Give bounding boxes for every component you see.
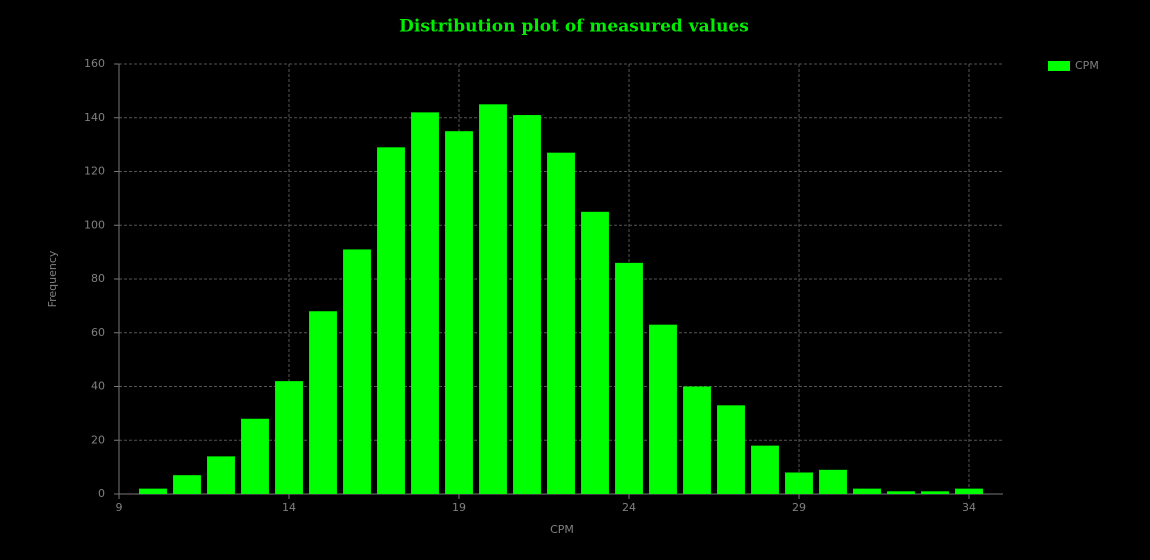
bar	[921, 491, 949, 494]
bar	[853, 488, 881, 494]
y-tick-label: 140	[84, 111, 105, 124]
y-tick-label: 80	[91, 272, 105, 285]
bar	[887, 491, 915, 494]
bar	[309, 311, 337, 494]
x-tick-label: 29	[792, 501, 806, 514]
bar	[819, 469, 847, 494]
y-tick-label: 160	[84, 57, 105, 70]
y-tick-label: 40	[91, 380, 105, 393]
bar	[207, 456, 235, 494]
x-tick-label: 14	[282, 501, 296, 514]
bar	[411, 112, 439, 494]
x-tick-label: 24	[622, 501, 636, 514]
bar	[717, 405, 745, 494]
y-tick-label: 60	[91, 326, 105, 339]
bar	[241, 418, 269, 494]
legend-swatch	[1048, 61, 1070, 71]
bar	[377, 147, 405, 494]
x-tick-label: 19	[452, 501, 466, 514]
bar	[343, 249, 371, 494]
bar	[751, 445, 779, 494]
x-tick-label: 34	[962, 501, 976, 514]
x-axis-label: CPM	[550, 523, 574, 536]
bar	[173, 475, 201, 494]
bar	[547, 152, 575, 494]
chart-title: Distribution plot of measured values	[399, 17, 749, 37]
bar	[445, 131, 473, 494]
y-tick-label: 100	[84, 218, 105, 231]
y-tick-label: 120	[84, 165, 105, 178]
y-tick-label: 20	[91, 433, 105, 446]
bar	[513, 115, 541, 494]
bar	[649, 324, 677, 494]
bar	[615, 262, 643, 494]
bar	[785, 472, 813, 494]
bar	[955, 488, 983, 494]
bar	[581, 211, 609, 494]
bar	[479, 104, 507, 494]
x-tick-label: 9	[116, 501, 123, 514]
legend-label: CPM	[1075, 59, 1099, 72]
bar	[683, 386, 711, 494]
y-axis-label: Frequency	[46, 250, 59, 307]
bar	[139, 488, 167, 494]
bar	[275, 381, 303, 494]
y-tick-label: 0	[98, 487, 105, 500]
